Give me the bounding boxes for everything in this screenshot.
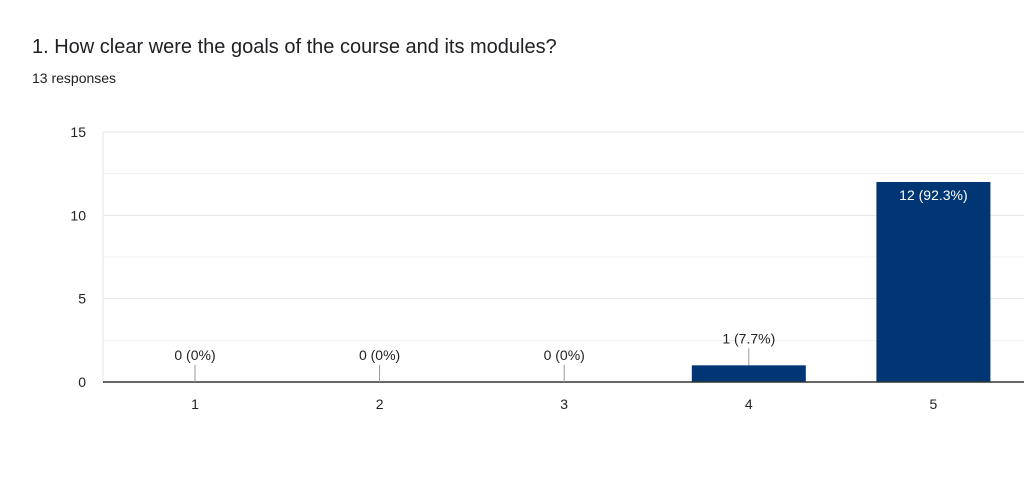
x-axis-ticks: 1 2 3 4 5 (191, 396, 937, 412)
y-tick-label: 0 (78, 374, 86, 390)
y-tick-label: 10 (70, 207, 86, 223)
data-label: 0 (0%) (174, 347, 215, 363)
y-axis-ticks: 0 5 10 15 (70, 124, 86, 390)
data-labels: 0 (0%) 0 (0%) 0 (0%) 1 (7.7%) 12 (92.3%) (174, 187, 968, 382)
y-tick-label: 5 (78, 291, 86, 307)
data-label: 0 (0%) (544, 347, 585, 363)
bar-4 (691, 365, 806, 382)
question-title: 1. How clear were the goals of the cours… (32, 36, 557, 58)
gridlines (102, 131, 1024, 382)
data-label: 0 (0%) (359, 347, 400, 363)
y-tick-label: 15 (70, 124, 86, 140)
data-label: 1 (7.7%) (722, 330, 775, 346)
bar-5 (876, 182, 991, 382)
x-tick-label: 4 (745, 396, 753, 412)
bars (691, 182, 991, 382)
x-tick-label: 5 (930, 396, 938, 412)
x-tick-label: 3 (560, 396, 568, 412)
x-tick-label: 2 (376, 396, 384, 412)
data-label: 12 (92.3%) (899, 187, 967, 203)
x-tick-label: 1 (191, 396, 199, 412)
response-count: 13 responses (32, 70, 117, 86)
